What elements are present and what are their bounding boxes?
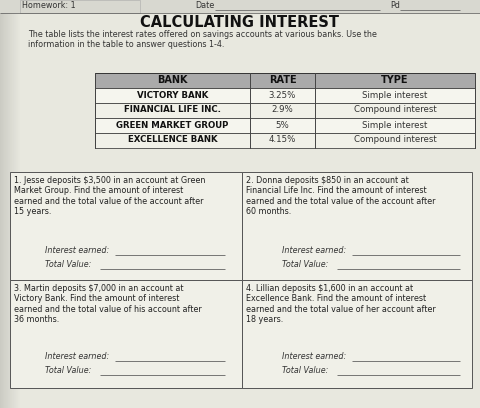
Text: Homework: 1: Homework: 1 (22, 1, 76, 10)
Text: Date: Date (195, 1, 214, 10)
Text: 2.9%: 2.9% (272, 106, 293, 115)
Bar (0, 0, 1, 408)
Text: Total Value:: Total Value: (282, 260, 328, 269)
Text: 3. Martin deposits $7,000 in an account at
Victory Bank. Find the amount of inte: 3. Martin deposits $7,000 in an account … (14, 284, 202, 324)
Text: 4.15%: 4.15% (269, 135, 296, 144)
Text: Interest earned:: Interest earned: (282, 352, 346, 361)
Bar (14, 0, 15, 408)
Bar (8, 0, 9, 408)
Bar (3, 0, 4, 408)
Text: Pd: Pd (390, 1, 400, 10)
Text: Interest earned:: Interest earned: (282, 246, 346, 255)
Text: CALCULATING INTEREST: CALCULATING INTEREST (141, 15, 339, 30)
Text: Compound interest: Compound interest (354, 135, 436, 144)
Bar (0, 0, 480, 13)
Text: The table lists the interest rates offered on savings accounts at various banks.: The table lists the interest rates offer… (28, 30, 377, 39)
Bar (242, 280, 472, 388)
Text: 1. Jesse deposits $3,500 in an account at Green
Market Group. Find the amount of: 1. Jesse deposits $3,500 in an account a… (14, 176, 205, 216)
Text: FINANCIAL LIFE INC.: FINANCIAL LIFE INC. (124, 106, 221, 115)
Text: Simple interest: Simple interest (362, 91, 428, 100)
Text: Interest earned:: Interest earned: (45, 246, 109, 255)
Bar (95, 73, 475, 88)
Bar (11, 0, 12, 408)
Bar (20, 0, 140, 13)
Text: TYPE: TYPE (381, 75, 409, 85)
Bar (15, 0, 16, 408)
Bar (95, 118, 475, 133)
Bar (6, 0, 7, 408)
Text: Total Value:: Total Value: (282, 366, 328, 375)
Bar (16, 0, 17, 408)
Text: information in the table to answer questions 1-4.: information in the table to answer quest… (28, 40, 224, 49)
Text: 2. Donna deposits $850 in an account at
Financial Life Inc. Find the amount of i: 2. Donna deposits $850 in an account at … (246, 176, 435, 216)
Bar (13, 0, 14, 408)
Text: Compound interest: Compound interest (354, 106, 436, 115)
Text: BANK: BANK (157, 75, 188, 85)
Bar (4, 0, 5, 408)
Bar (7, 0, 8, 408)
Text: 5%: 5% (276, 120, 289, 129)
Bar (12, 0, 13, 408)
Bar (10, 280, 242, 388)
Text: GREEN MARKET GROUP: GREEN MARKET GROUP (116, 120, 228, 129)
Text: VICTORY BANK: VICTORY BANK (137, 91, 208, 100)
Text: Interest earned:: Interest earned: (45, 352, 109, 361)
Text: EXCELLENCE BANK: EXCELLENCE BANK (128, 135, 217, 144)
Bar (1, 0, 2, 408)
Bar (9, 0, 10, 408)
Text: Total Value:: Total Value: (45, 366, 91, 375)
Text: RATE: RATE (269, 75, 296, 85)
Bar (2, 0, 3, 408)
Text: 4. Lillian deposits $1,600 in an account at
Excellence Bank. Find the amount of : 4. Lillian deposits $1,600 in an account… (246, 284, 436, 324)
Bar (10, 0, 11, 408)
Text: 3.25%: 3.25% (269, 91, 296, 100)
Bar (18, 0, 19, 408)
Bar (95, 88, 475, 103)
Text: Total Value:: Total Value: (45, 260, 91, 269)
Bar (10, 172, 242, 280)
Bar (17, 0, 18, 408)
Bar (5, 0, 6, 408)
Bar (19, 0, 20, 408)
Text: Simple interest: Simple interest (362, 120, 428, 129)
Bar (95, 133, 475, 148)
Bar (95, 103, 475, 118)
Bar (242, 172, 472, 280)
